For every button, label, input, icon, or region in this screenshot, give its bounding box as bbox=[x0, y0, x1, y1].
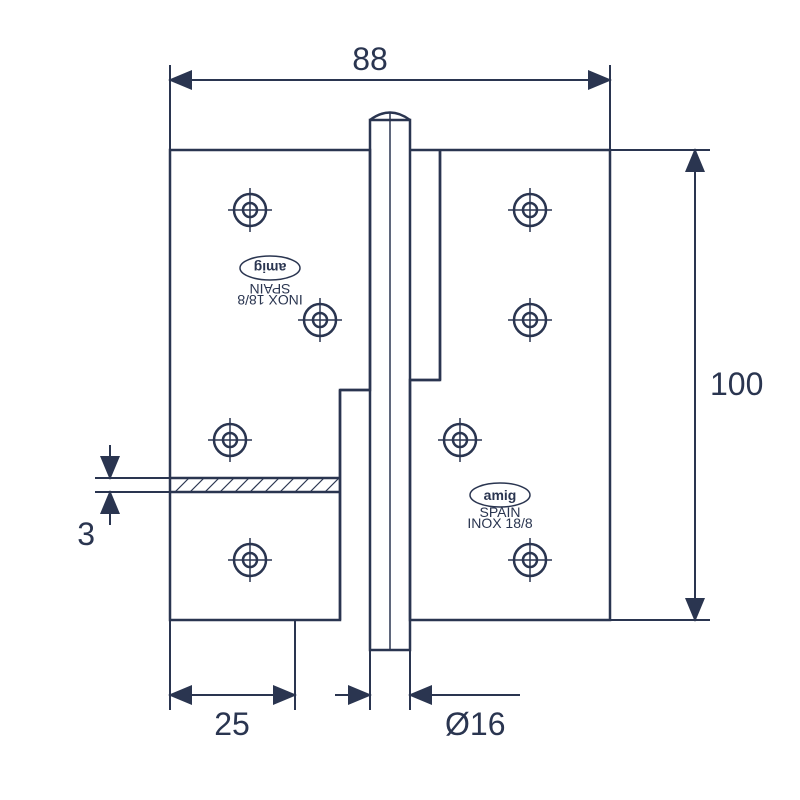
dim-thickness-value: 3 bbox=[77, 516, 95, 552]
screw-hole bbox=[438, 418, 482, 462]
dim-leaf-width-bottom: 25 bbox=[170, 620, 295, 742]
dim-diameter-value: Ø16 bbox=[445, 706, 505, 742]
screw-hole bbox=[508, 538, 552, 582]
material-text: INOX 18/8 bbox=[467, 515, 533, 531]
screw-hole bbox=[228, 538, 272, 582]
dim-thickness-left: 3 bbox=[77, 445, 170, 552]
thickness-section bbox=[170, 478, 340, 492]
dim-width-value: 88 bbox=[352, 41, 388, 77]
screw-hole bbox=[508, 298, 552, 342]
screw-hole bbox=[298, 298, 342, 342]
dim-leaf-width-value: 25 bbox=[214, 706, 250, 742]
dim-height-value: 100 bbox=[710, 366, 763, 402]
brand-stamp-right: amig SPAIN INOX 18/8 bbox=[467, 483, 533, 531]
screw-hole bbox=[228, 188, 272, 232]
hinge-left-leaf bbox=[170, 150, 370, 620]
screw-holes-left bbox=[208, 188, 342, 582]
hinge-right-leaf bbox=[410, 150, 610, 620]
hinge-knuckle bbox=[370, 112, 410, 650]
screw-hole bbox=[208, 418, 252, 462]
technical-drawing: 88 100 bbox=[0, 0, 800, 800]
dim-knuckle-diameter: Ø16 bbox=[335, 650, 520, 742]
screw-hole bbox=[508, 188, 552, 232]
brand-text: amig bbox=[254, 260, 287, 276]
brand-stamp-left: amig SPAIN INOX 18/8 bbox=[237, 256, 303, 308]
brand-text: amig bbox=[484, 487, 517, 503]
dim-height-right: 100 bbox=[610, 150, 763, 620]
material-text: INOX 18/8 bbox=[237, 292, 303, 308]
